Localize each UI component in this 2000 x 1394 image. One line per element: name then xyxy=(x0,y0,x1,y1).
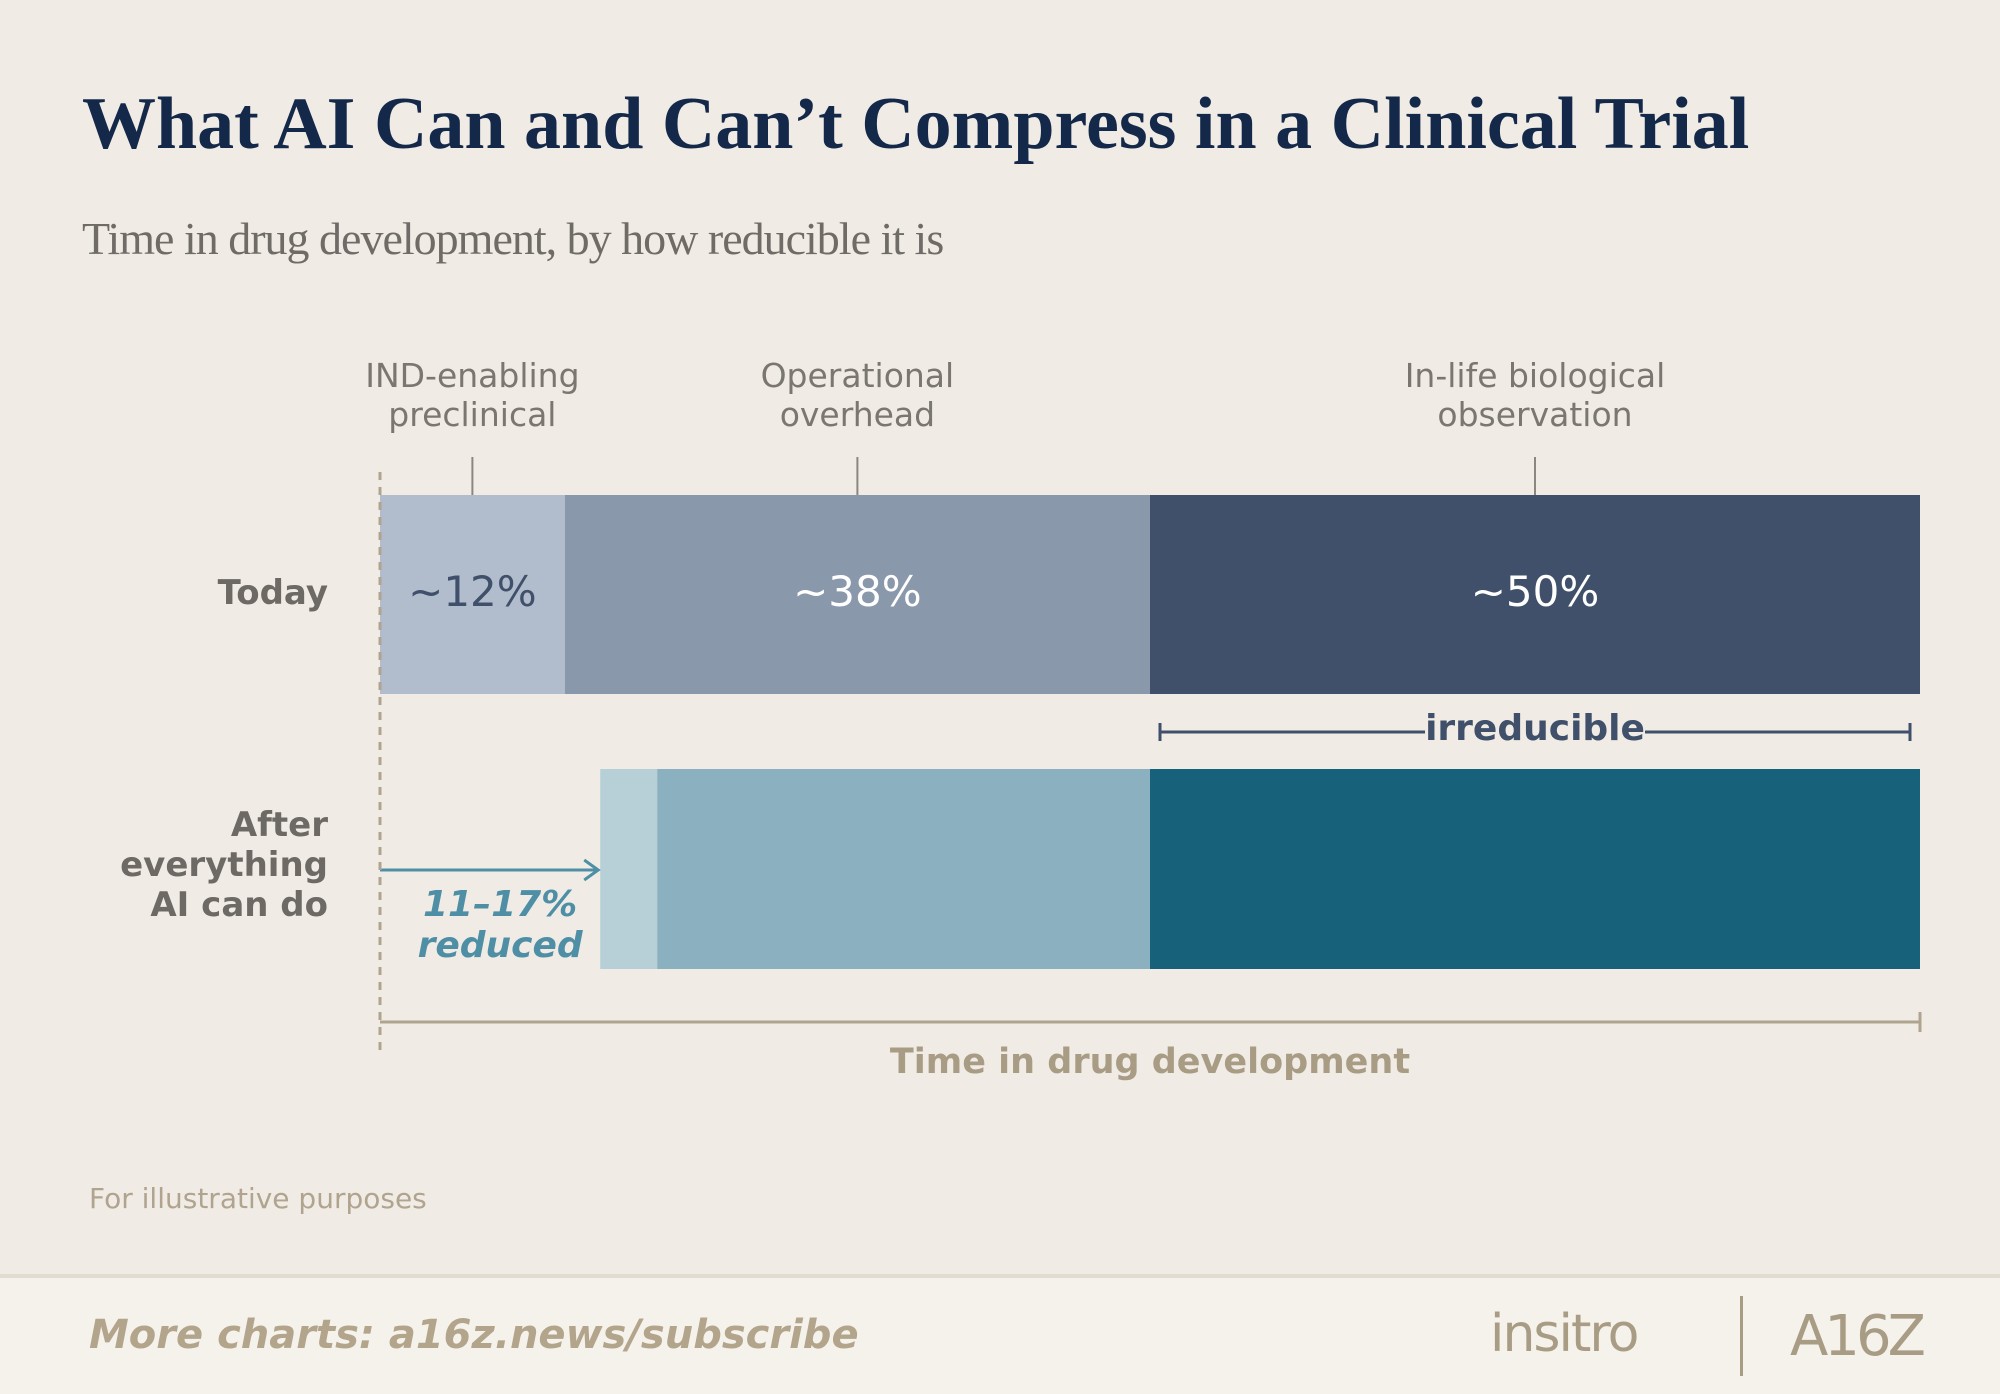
value-label: ~12% xyxy=(408,567,537,616)
chart-title: What AI Can and Can’t Compress in a Clin… xyxy=(82,83,1750,165)
logo: insitro xyxy=(1490,1304,1639,1364)
note: For illustrative purposes xyxy=(89,1182,427,1215)
value-label: ~50% xyxy=(1470,567,1600,616)
segment-label: Operational overhead xyxy=(760,356,955,434)
category-label: Today xyxy=(217,573,328,613)
footer-text: More charts: a16z.news/subscribe xyxy=(89,1312,859,1358)
value-label: ~38% xyxy=(793,567,922,616)
reduced-label: 11–17% reduced xyxy=(417,884,583,966)
x-axis-label: Time in drug development xyxy=(889,1042,1411,1082)
irreducible-label: irreducible xyxy=(1425,708,1645,749)
footer-band xyxy=(0,1274,2000,1394)
segment-label: IND-enabling preclinical xyxy=(365,356,580,434)
segment-label: In-life biological observation xyxy=(1404,356,1666,434)
logo: A16Z xyxy=(1790,1304,1926,1369)
bar-segment xyxy=(1150,769,1920,969)
bar-segment xyxy=(1150,495,1920,694)
category-label: After everything AI can do xyxy=(120,805,328,925)
bar-segment xyxy=(657,769,1150,969)
bar-segment xyxy=(380,495,565,694)
chart-subtitle: Time in drug development, by how reducib… xyxy=(82,213,944,264)
bar-segment xyxy=(564,495,1150,694)
arrow-head xyxy=(583,858,601,882)
bar-segment xyxy=(600,769,658,969)
logo-divider xyxy=(1740,1296,1743,1376)
